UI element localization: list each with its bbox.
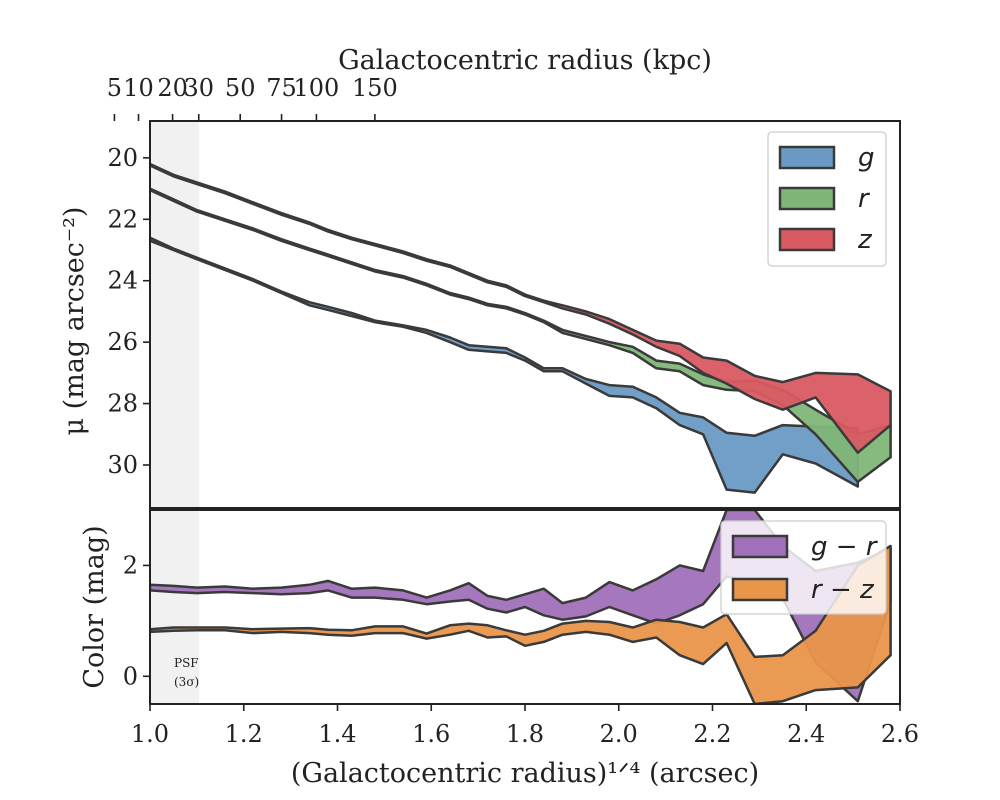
top-legend: grz <box>767 131 887 267</box>
bottom-x-tick-label: 2.2 <box>693 720 731 748</box>
top-y-tick-label: 30 <box>107 451 138 479</box>
bottom-x-tick-label: 1.6 <box>412 720 450 748</box>
legend-swatch <box>778 145 836 170</box>
legend-label: g − r <box>811 532 879 562</box>
band-r <box>150 187 892 484</box>
band-z <box>150 162 892 454</box>
band-rz <box>150 544 892 704</box>
top-x-tick-label: 30 <box>183 74 214 102</box>
top-axes-frame <box>149 120 901 509</box>
legend-swatch <box>731 577 789 602</box>
bottom-x-tick-label: 2.4 <box>787 720 825 748</box>
top-x-tick-label: 50 <box>225 74 256 102</box>
bottom-x-tick-label: 2.6 <box>881 720 919 748</box>
legend-label: z <box>857 225 873 255</box>
bottom-x-tick-label: 2.0 <box>600 720 638 748</box>
bottom-y-axis-title: Color (mag) <box>79 525 110 688</box>
legend-swatch <box>731 534 789 559</box>
top-y-tick-label: 26 <box>107 328 138 356</box>
legend-label: g <box>858 143 875 173</box>
band-g <box>150 236 860 494</box>
top-y-tick-label: 20 <box>107 144 138 172</box>
bottom-x-tick-label: 1.8 <box>506 720 544 748</box>
top-x-axis-title: Galactocentric radius (kpc) <box>338 45 712 76</box>
bottom-y-ticks: 02 <box>123 551 150 690</box>
top-y-axis-title: μ (mag arcsec⁻²) <box>59 207 90 436</box>
top-x-tick-label: 100 <box>294 74 340 102</box>
bottom-x-axis-title: (Galactocentric radius)¹ᐟ⁴ (arcsec) <box>291 758 759 789</box>
bottom-y-tick-label: 0 <box>123 662 138 690</box>
bottom-x-tick-label: 1.4 <box>318 720 356 748</box>
bottom-x-tick-label: 1.0 <box>131 720 169 748</box>
top-y-ticks: 20 22 24 26 28 30 <box>107 144 150 479</box>
bottom-x-ticks: 1.0 1.2 1.4 1.6 1.8 2.0 2.2 2.4 2.6 <box>131 704 919 748</box>
bottom-legend: g − r r − z <box>720 520 887 615</box>
top-x-tick-label: 5 <box>107 74 122 102</box>
color-bands <box>150 510 892 704</box>
legend-label: r <box>858 184 871 214</box>
surface-brightness-bands <box>150 162 892 494</box>
legend-label: r − z <box>811 575 875 605</box>
bottom-y-tick-label: 2 <box>123 551 138 579</box>
top-y-tick-label: 28 <box>107 390 138 418</box>
top-x-tick-label: 150 <box>352 74 398 102</box>
psf-sigma-label: (3σ) <box>174 675 199 689</box>
top-psf-region <box>150 121 200 508</box>
top-y-tick-label: 24 <box>107 267 138 295</box>
bottom-psf-region <box>150 510 200 704</box>
legend-swatch <box>778 227 836 252</box>
legend-swatch <box>778 186 836 211</box>
bottom-x-tick-label: 1.2 <box>225 720 263 748</box>
top-x-tick-label: 20 <box>157 74 188 102</box>
top-x-tick-label: 75 <box>266 74 297 102</box>
top-y-tick-label: 22 <box>107 205 138 233</box>
psf-label: PSF <box>174 656 199 670</box>
color-panel: 02 1.0 1.2 1.4 1.6 1.8 2.0 2.2 2.4 2.6 PSF (3σ) … <box>79 509 919 789</box>
top-x-tick-label: 10 <box>123 74 154 102</box>
